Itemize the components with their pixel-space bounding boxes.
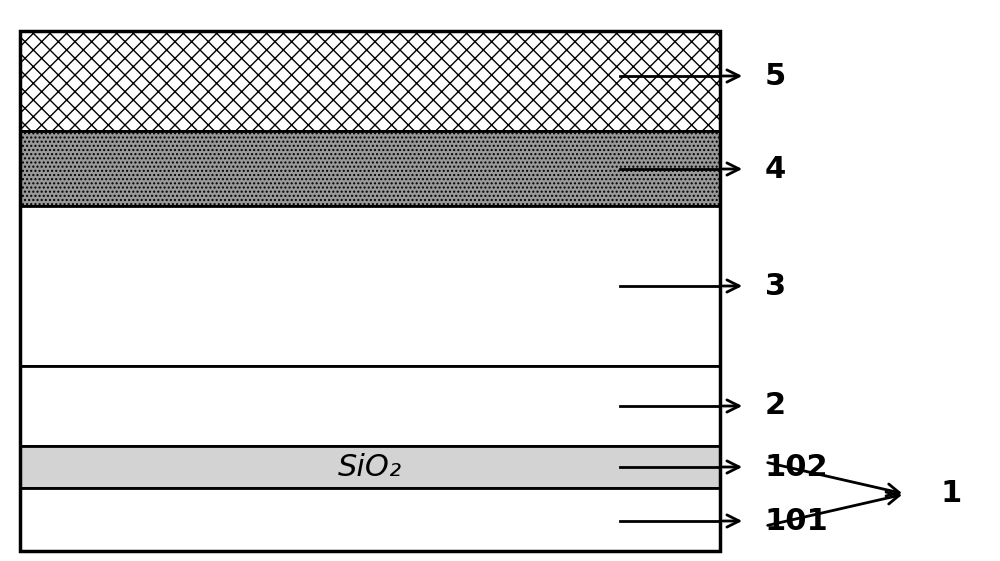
Bar [20, 206, 720, 366]
Text: SiO₂: SiO₂ [338, 453, 402, 481]
Bar [20, 366, 720, 446]
Bar [20, 131, 720, 206]
Text: 102: 102 [765, 453, 829, 481]
Bar [20, 446, 720, 488]
Text: 101: 101 [765, 507, 829, 536]
Text: 1: 1 [940, 480, 961, 508]
Text: 3: 3 [765, 272, 786, 301]
Text: 5: 5 [765, 62, 786, 90]
Bar [20, 31, 720, 551]
Bar [20, 31, 720, 131]
Text: 2: 2 [765, 392, 786, 421]
Text: 4: 4 [765, 154, 786, 183]
Bar [20, 488, 720, 551]
